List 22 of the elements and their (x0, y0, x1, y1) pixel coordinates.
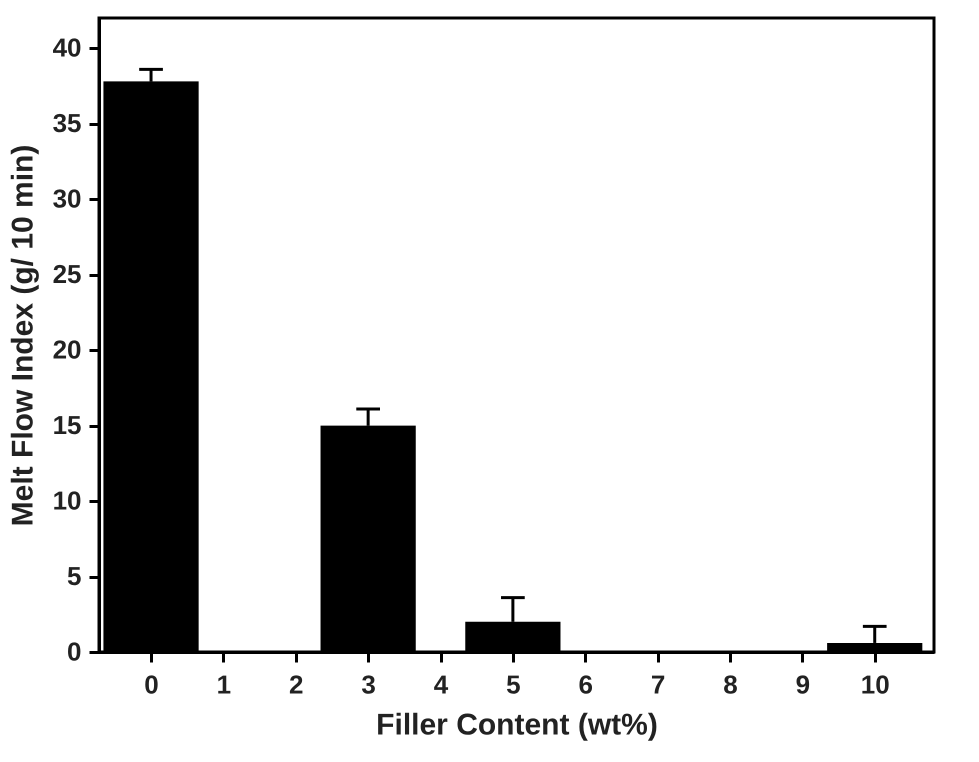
y-tick-label: 35 (52, 108, 82, 138)
x-tick-label: 0 (144, 670, 159, 700)
y-tick-label: 0 (67, 636, 82, 666)
y-tick-label: 15 (52, 410, 82, 440)
x-tick-label: 7 (650, 670, 666, 700)
y-tick-label: 40 (52, 32, 82, 63)
x-tick-label: 2 (289, 670, 304, 700)
x-tick-label: 10 (860, 670, 890, 700)
x-tick-label: 4 (434, 670, 449, 700)
x-tick-label: 8 (723, 670, 738, 700)
y-tick-label: 5 (67, 561, 82, 592)
y-tick-label: 25 (52, 259, 82, 290)
x-tick-label: 5 (506, 670, 521, 700)
x-tick-label: 3 (361, 670, 376, 700)
x-tick-label: 9 (796, 670, 810, 700)
y-axis-title: Melt Flow Index (g/ 10 min) (6, 144, 40, 526)
x-tick-label: 1 (216, 670, 232, 700)
x-axis-title: Filler Content (wt%) (376, 708, 658, 742)
y-tick-label: 10 (52, 486, 82, 516)
y-tick-label: 20 (52, 334, 82, 365)
x-tick-label: 6 (578, 670, 593, 700)
y-tick-label: 30 (52, 184, 82, 214)
